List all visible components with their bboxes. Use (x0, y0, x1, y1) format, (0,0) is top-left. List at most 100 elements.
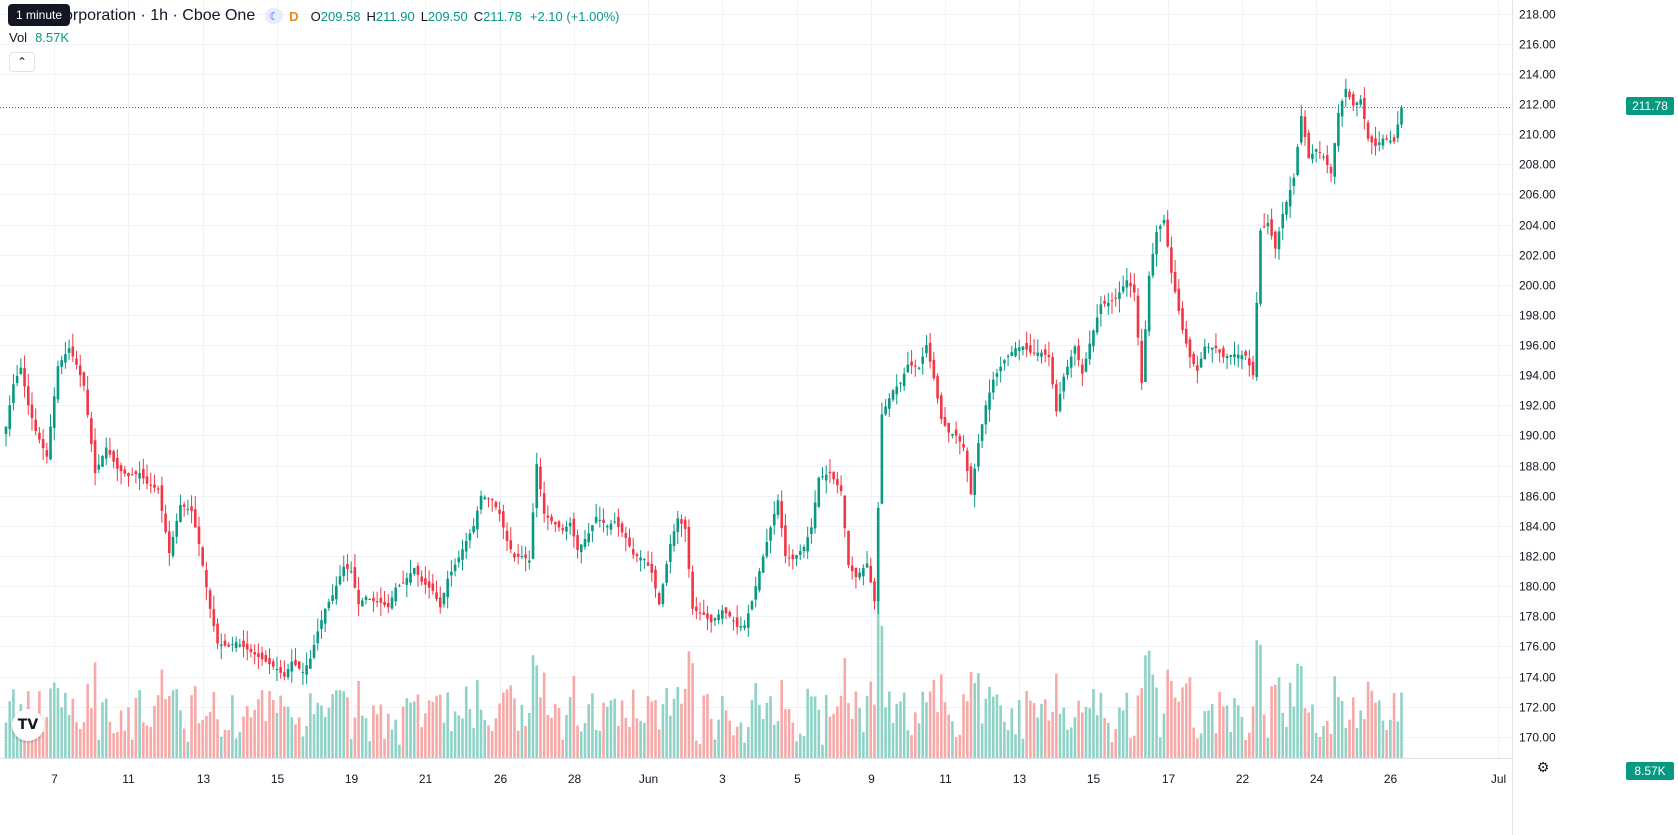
candle (502, 504, 505, 540)
volume-bar (572, 675, 576, 758)
volume-bar (977, 673, 980, 758)
candle (780, 490, 783, 537)
volume-bar (1062, 707, 1066, 758)
volume-bar (973, 683, 976, 758)
candle (735, 605, 739, 635)
candle (1166, 210, 1169, 248)
volume-bar (1400, 692, 1403, 758)
candle (186, 499, 190, 516)
volume-bar (598, 730, 602, 758)
volume-bar (947, 714, 951, 758)
volume-label[interactable]: Vol (9, 30, 28, 45)
candle (216, 618, 219, 650)
time-tick-label: 17 (1162, 772, 1176, 786)
volume-bar (1210, 703, 1214, 758)
symbol-title[interactable]: orporation · 1h · Cboe One (64, 7, 256, 24)
candle (717, 609, 720, 625)
candle (806, 526, 809, 559)
candle (958, 433, 962, 455)
volume-bar (1355, 727, 1359, 758)
volume-bar (1003, 721, 1006, 758)
volume-bar (873, 704, 876, 758)
candle (175, 513, 179, 544)
volume-bar (1177, 701, 1181, 758)
tradingview-logo[interactable]: TV (12, 709, 44, 741)
candle (309, 650, 312, 669)
candle (171, 530, 175, 559)
candle (1377, 131, 1381, 152)
candle (761, 553, 765, 574)
volume-bar (494, 718, 498, 758)
price-tick-label: 214.00 (1519, 68, 1556, 82)
candle (64, 341, 67, 369)
volume-bar (171, 690, 175, 758)
candle (104, 437, 108, 466)
candle (795, 554, 798, 567)
candle (271, 658, 275, 670)
volume-bar (836, 706, 839, 758)
volume-bar (962, 694, 965, 758)
candle (791, 549, 795, 570)
candle (891, 388, 895, 402)
volume-bar (219, 736, 223, 758)
price-tick-label: 190.00 (1519, 429, 1556, 443)
delayed-data-icon[interactable]: D (289, 8, 299, 24)
candle (1047, 341, 1051, 367)
volume-bar (847, 703, 850, 758)
candle (231, 636, 234, 652)
volume-bar (791, 722, 795, 758)
volume-bar (1225, 705, 1229, 758)
volume-bar (1181, 687, 1184, 758)
candle (164, 504, 167, 534)
volume-bar (672, 698, 676, 758)
candle (1114, 288, 1118, 307)
volume-bar (888, 691, 891, 758)
volume-bar (297, 717, 301, 758)
volume-bar (862, 732, 865, 758)
price-tick-label: 202.00 (1519, 249, 1556, 263)
collapse-legend-button[interactable]: ⌃ (9, 52, 35, 72)
volume-bar (205, 715, 208, 758)
volume-bar (1207, 710, 1210, 758)
candle (1055, 379, 1058, 417)
volume-bar (1196, 738, 1199, 758)
volume-bar (416, 694, 420, 758)
candle (476, 506, 479, 538)
volume-bar (60, 707, 63, 758)
candle (1370, 134, 1374, 155)
candle (1025, 331, 1028, 357)
volume-bar (628, 726, 631, 758)
volume-bar (1132, 735, 1136, 758)
price-axis[interactable]: 218.00 216.00 214.00 212.00 210.00 208.00 206.… (1512, 0, 1557, 835)
close-label: C (473, 8, 484, 24)
candle (513, 552, 516, 562)
candle (290, 649, 294, 683)
price-tick-label: 218.00 (1519, 8, 1556, 22)
candle (1381, 134, 1385, 150)
candle (182, 501, 186, 517)
price-tick-label: 208.00 (1519, 158, 1556, 172)
candle (26, 373, 30, 415)
candle (650, 551, 654, 582)
volume-bar (231, 695, 234, 758)
gear-icon[interactable]: ⚙ (1536, 758, 1550, 775)
volume-bar (398, 744, 401, 758)
candle (346, 554, 349, 582)
candle (201, 546, 205, 568)
volume-bar (798, 733, 802, 758)
moon-icon[interactable]: ☾ (265, 8, 284, 24)
candle (156, 485, 160, 494)
volume-bar (193, 686, 197, 758)
candle (1355, 101, 1359, 117)
time-axis[interactable]: 7 11 13 15 19 21 26 28 Jun 3 5 9 11 13 15 17 22 24 26 Jul (0, 758, 1512, 787)
candle (483, 495, 487, 500)
candle (416, 562, 420, 587)
volume-bar (104, 698, 108, 758)
volume-bar (1299, 666, 1303, 758)
price-tick-label: 206.00 (1519, 188, 1556, 202)
candle (479, 490, 483, 515)
candle (1274, 230, 1277, 259)
time-tick-label: 9 (868, 772, 875, 786)
volume-bar (1121, 710, 1125, 758)
